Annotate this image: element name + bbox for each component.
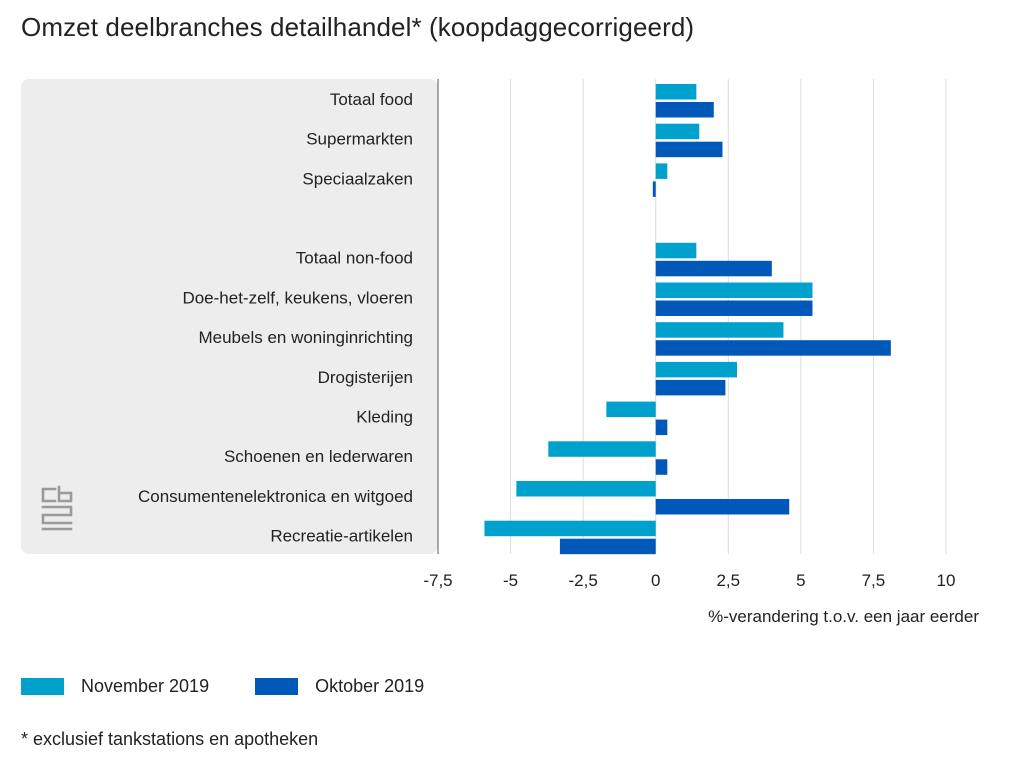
bar-november xyxy=(548,441,656,457)
bar-november xyxy=(655,361,737,378)
bar-november xyxy=(655,123,700,140)
legend-item-oktober: Oktober 2019 xyxy=(255,676,424,697)
category-panel xyxy=(21,79,438,554)
bar-november xyxy=(606,401,656,418)
bar-oktober xyxy=(655,379,726,396)
cbs-logo-stroke xyxy=(57,485,73,503)
bar-november xyxy=(655,84,697,100)
bar-oktober xyxy=(655,499,790,515)
category-label: Recreatie-artikelen xyxy=(270,527,413,546)
x-tick-label: 7,5 xyxy=(862,571,886,590)
category-label: Meubels en woninginrichting xyxy=(198,328,413,347)
legend-swatch-oktober xyxy=(255,678,299,695)
bar-oktober xyxy=(655,141,723,158)
category-label: Drogisterijen xyxy=(318,368,413,387)
bar-november xyxy=(655,242,697,259)
x-tick-label: 10 xyxy=(937,571,956,590)
gridlines xyxy=(510,79,947,554)
bar-november xyxy=(655,282,813,298)
bar-oktober xyxy=(652,181,656,197)
x-tick-label: -2,5 xyxy=(568,571,597,590)
bar-oktober xyxy=(559,538,656,555)
x-tick-label: -5 xyxy=(503,571,518,590)
legend-label-november: November 2019 xyxy=(81,676,210,696)
legend-swatch-november xyxy=(21,678,64,695)
category-labels: Totaal food Supermarkten Speciaalzaken Tota… xyxy=(138,90,413,546)
category-label: Schoenen en lederwaren xyxy=(224,447,413,466)
x-tick-label: -7,5 xyxy=(423,571,452,590)
category-label: Totaal food xyxy=(330,90,413,109)
bar-november xyxy=(655,163,668,179)
bar-oktober xyxy=(655,419,668,436)
x-tick-labels: -7,5 -5 -2,5 0 2,5 5 7,5 10 xyxy=(423,571,955,590)
footnote: * exclusief tankstations en apotheken xyxy=(21,729,319,749)
bars xyxy=(484,84,891,555)
category-label: Consumentenelektronica en witgoed xyxy=(138,487,413,506)
bar-oktober xyxy=(655,102,714,118)
category-label: Supermarkten xyxy=(306,130,413,149)
x-tick-label: 0 xyxy=(651,571,660,590)
x-tick-label: 2,5 xyxy=(716,571,740,590)
legend: November 2019 Oktober 2019 xyxy=(21,676,470,697)
bar-oktober xyxy=(655,260,772,277)
bar-november xyxy=(655,322,784,338)
category-label: Doe-het-zelf, keukens, vloeren xyxy=(182,288,413,307)
bar-oktober xyxy=(655,300,813,316)
category-label: Totaal non-food xyxy=(296,249,413,268)
chart-title: Omzet deelbranches detailhandel* (koopda… xyxy=(21,12,695,42)
legend-label-oktober: Oktober 2019 xyxy=(315,676,425,696)
cbs-logo-stroke xyxy=(41,487,57,503)
bar-november xyxy=(484,520,656,537)
cbs-logo-icon xyxy=(41,485,73,531)
category-label: Kleding xyxy=(356,407,413,426)
cbs-logo-stroke xyxy=(41,505,73,525)
bar-november xyxy=(516,481,656,497)
legend-item-november: November 2019 xyxy=(21,676,209,697)
bar-oktober xyxy=(655,340,891,356)
x-axis-label: %-verandering t.o.v. een jaar eerder xyxy=(708,607,979,626)
bar-oktober xyxy=(655,459,668,475)
category-label: Speciaalzaken xyxy=(302,169,413,188)
x-tick-label: 5 xyxy=(796,571,805,590)
